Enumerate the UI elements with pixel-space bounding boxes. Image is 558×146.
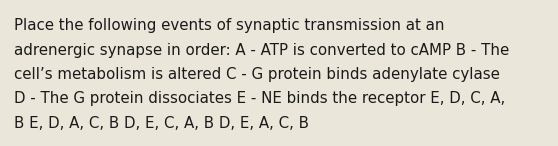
Text: B E, D, A, C, B D, E, C, A, B D, E, A, C, B: B E, D, A, C, B D, E, C, A, B D, E, A, C… bbox=[14, 116, 309, 131]
Text: cell’s metabolism is altered C - G protein binds adenylate cylase: cell’s metabolism is altered C - G prote… bbox=[14, 67, 500, 82]
Text: Place the following events of synaptic transmission at an: Place the following events of synaptic t… bbox=[14, 18, 445, 33]
Text: D - The G protein dissociates E - NE binds the receptor E, D, C, A,: D - The G protein dissociates E - NE bin… bbox=[14, 92, 505, 106]
Text: adrenergic synapse in order: A - ATP is converted to cAMP B - The: adrenergic synapse in order: A - ATP is … bbox=[14, 42, 509, 58]
